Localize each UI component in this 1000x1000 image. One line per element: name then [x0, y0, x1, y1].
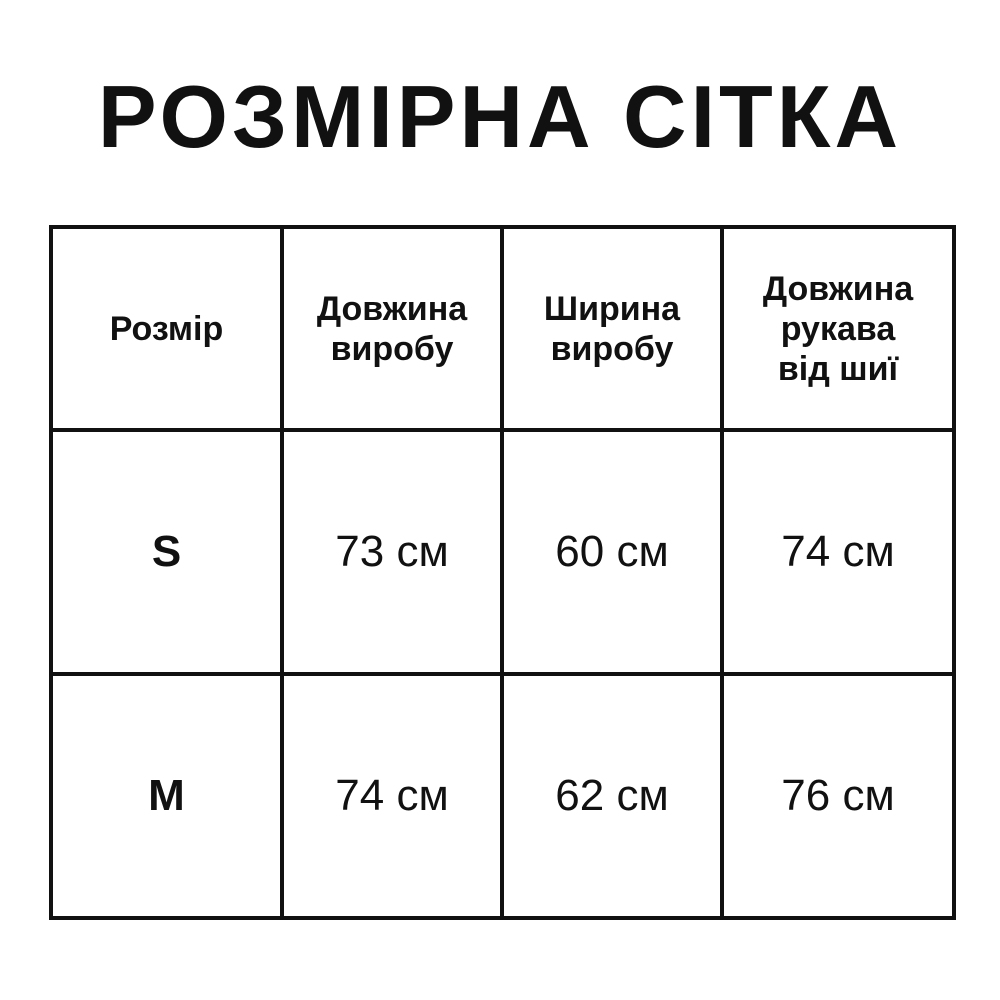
- sleeve-cell: 74 см: [720, 428, 956, 677]
- header-line: виробу: [550, 329, 674, 368]
- header-row: Розмір Довжина виробу Ширина виробу Довжин…: [49, 224, 956, 433]
- header-line: Ширина: [543, 289, 681, 328]
- size-cell: S: [49, 428, 284, 677]
- size-chart-table: Розмір Довжина виробу Ширина виробу Довжин…: [49, 224, 956, 920]
- sleeve-cell: 76 см: [720, 672, 956, 920]
- header-line: Довжина: [316, 289, 468, 328]
- page-title: РОЗМІРНА СІТКА: [97, 67, 903, 166]
- header-sleeve-length: Довжина рукава від шиї: [720, 224, 956, 433]
- header-size: Розмір: [49, 224, 284, 433]
- table-row: S 73 см 60 см 74 см: [49, 428, 956, 677]
- header-length: Довжина виробу: [280, 224, 504, 433]
- header-line: Довжина: [762, 269, 914, 308]
- header-line: виробу: [330, 329, 454, 368]
- header-line: від шиї: [777, 349, 899, 388]
- length-cell: 74 см: [280, 672, 504, 920]
- header-line: Розмір: [109, 309, 224, 348]
- width-cell: 62 см: [500, 672, 724, 920]
- length-cell: 73 см: [280, 428, 504, 677]
- header-width: Ширина виробу: [500, 224, 724, 433]
- table-row: M 74 см 62 см 76 см: [49, 672, 956, 920]
- header-line: рукава: [780, 309, 896, 348]
- size-cell: M: [49, 672, 284, 920]
- width-cell: 60 см: [500, 428, 724, 677]
